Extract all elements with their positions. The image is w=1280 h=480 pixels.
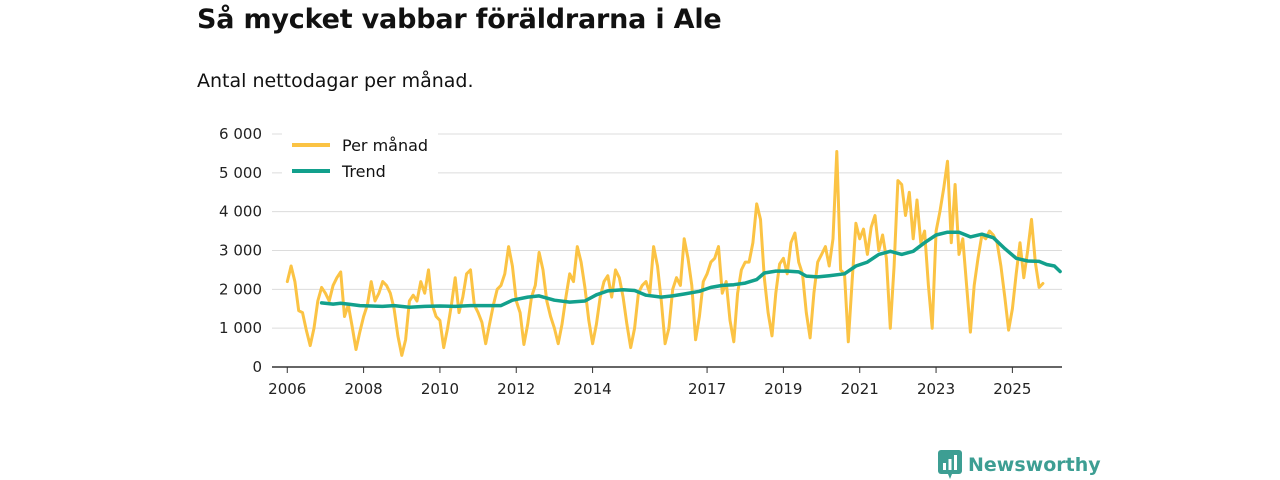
legend-label: Per månad	[342, 136, 428, 155]
x-tick-label: 2012	[497, 380, 535, 398]
x-tick-label: 2017	[688, 380, 726, 398]
y-tick-label: 1 000	[219, 319, 262, 337]
series-lines	[285, 150, 1062, 357]
legend-label: Trend	[341, 162, 386, 181]
x-tick-label: 2006	[268, 380, 306, 398]
y-tick-label: 6 000	[219, 125, 262, 143]
x-tick-label: 2019	[764, 380, 802, 398]
y-tick-label: 3 000	[219, 242, 262, 260]
x-tick-label: 2014	[573, 380, 611, 398]
chart-title: Så mycket vabbar föräldrarna i Ale	[197, 4, 722, 35]
x-tick-label: 2008	[345, 380, 383, 398]
series-line-per-manad	[285, 150, 1045, 357]
legend-background	[282, 132, 438, 182]
y-tick-label: 2 000	[219, 280, 262, 298]
newsworthy-logo[interactable]: Newsworthy	[938, 450, 1101, 480]
x-tick-label: 2021	[841, 380, 879, 398]
x-tick-label: 2023	[917, 380, 955, 398]
x-tick-label: 2010	[421, 380, 459, 398]
y-tick-label: 4 000	[219, 203, 262, 221]
newsworthy-logo-icon	[938, 450, 962, 479]
series-line-trend	[319, 230, 1062, 309]
x-tick-label: 2025	[993, 380, 1031, 398]
y-tick-label: 0	[252, 358, 262, 376]
x-axis-ticks: 2006 2008 2010 2012 2014 2017 2019 2021 2023 2025	[268, 367, 1031, 398]
chart-subtitle: Antal nettodagar per månad.	[197, 70, 474, 92]
y-axis-ticks: 0 1 000 2 000 3 000 4 000 5 000 6 000	[219, 125, 262, 376]
brand-name: Newsworthy	[968, 454, 1101, 476]
y-tick-label: 5 000	[219, 164, 262, 182]
legend: Per månad Trend	[282, 132, 438, 182]
